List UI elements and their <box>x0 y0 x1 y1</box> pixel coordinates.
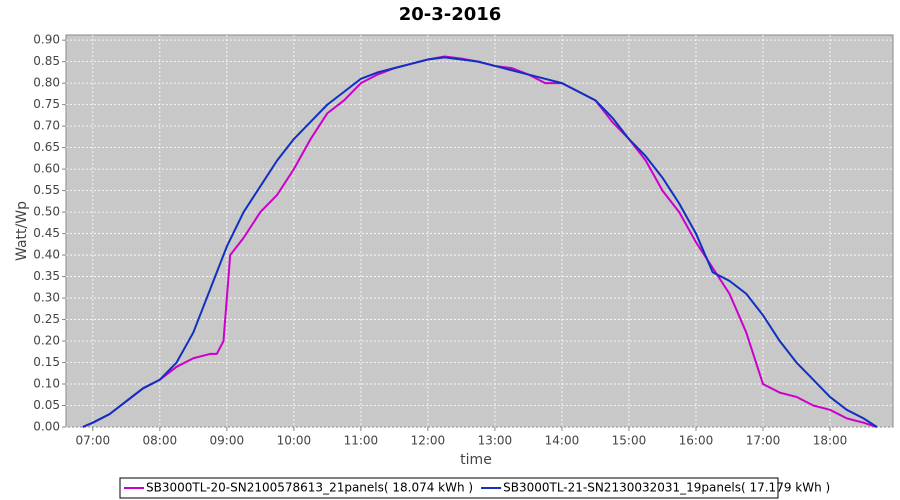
legend-items: SB3000TL-20-SN2100578613_21panels( 18.07… <box>124 481 830 495</box>
y-tick-label: 0.65 <box>33 140 60 154</box>
y-tick-label: 0.35 <box>33 269 60 283</box>
x-tick-label: 17:00 <box>746 434 781 448</box>
x-tick-label: 18:00 <box>813 434 848 448</box>
y-tick-label: 0.55 <box>33 183 60 197</box>
legend <box>119 477 779 499</box>
x-tick-label: 13:00 <box>478 434 513 448</box>
x-tick-label: 10:00 <box>277 434 312 448</box>
y-tick-label: 0.50 <box>33 205 60 219</box>
y-tick-label: 0.70 <box>33 119 60 133</box>
y-tick-label: 0.00 <box>33 420 60 434</box>
y-tick-label: 0.60 <box>33 162 60 176</box>
y-tick-label: 0.05 <box>33 398 60 412</box>
y-tick-label: 0.85 <box>33 54 60 68</box>
x-tick-label: 14:00 <box>545 434 580 448</box>
legend-label: SB3000TL-21-SN2130032031_19panels( 17.17… <box>503 481 830 495</box>
x-tick-label: 09:00 <box>210 434 245 448</box>
series-line <box>82 56 878 428</box>
x-tick-label: 11:00 <box>344 434 379 448</box>
y-tick-label: 0.90 <box>33 33 60 47</box>
chart-title: 20-3-2016 <box>399 4 502 25</box>
x-axis-label: time <box>460 452 492 468</box>
y-tick-label: 0.30 <box>33 291 60 305</box>
y-tick-label: 0.15 <box>33 355 60 369</box>
y-tick-label: 0.25 <box>33 312 60 326</box>
x-tick-label: 16:00 <box>679 434 714 448</box>
x-tick-label: 07:00 <box>76 434 111 448</box>
y-tick-label: 0.40 <box>33 248 60 262</box>
y-tick-label: 0.45 <box>33 226 60 240</box>
y-axis-label: Watt/Wp <box>14 201 30 261</box>
y-tick-label: 0.80 <box>33 76 60 90</box>
plot-area <box>65 34 894 428</box>
y-tick-label: 0.10 <box>33 377 60 391</box>
y-tick-label: 0.75 <box>33 97 60 111</box>
legend-label: SB3000TL-20-SN2100578613_21panels( 18.07… <box>146 481 473 495</box>
x-tick-label: 15:00 <box>612 434 647 448</box>
x-tick-label: 08:00 <box>143 434 178 448</box>
x-tick-label: 12:00 <box>411 434 446 448</box>
y-tick-label: 0.20 <box>33 334 60 348</box>
